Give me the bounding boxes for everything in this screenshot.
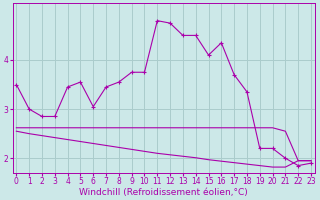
X-axis label: Windchill (Refroidissement éolien,°C): Windchill (Refroidissement éolien,°C)	[79, 188, 248, 197]
